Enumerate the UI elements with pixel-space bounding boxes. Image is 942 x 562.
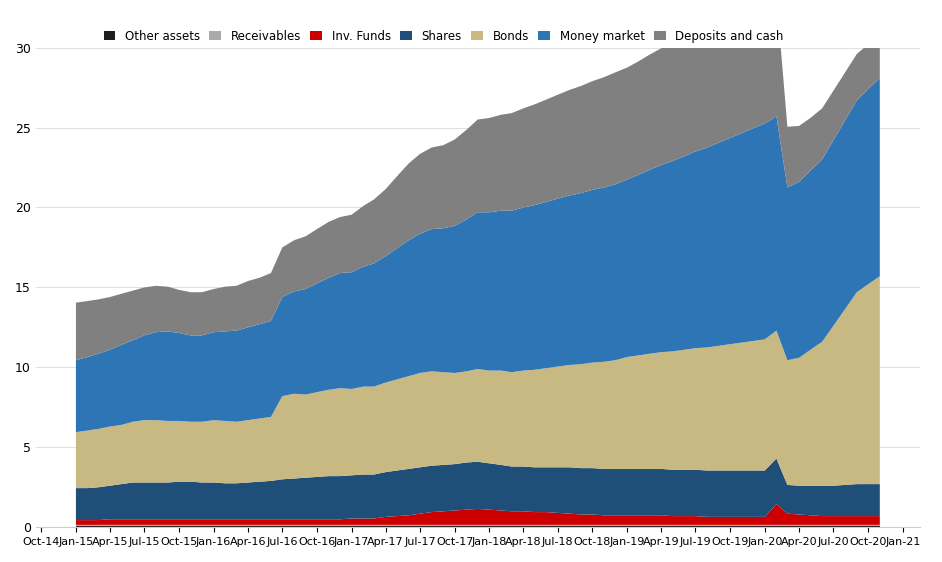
Legend: Other assets, Receivables, Inv. Funds, Shares, Bonds, Money market, Deposits and: Other assets, Receivables, Inv. Funds, S…: [104, 30, 784, 43]
